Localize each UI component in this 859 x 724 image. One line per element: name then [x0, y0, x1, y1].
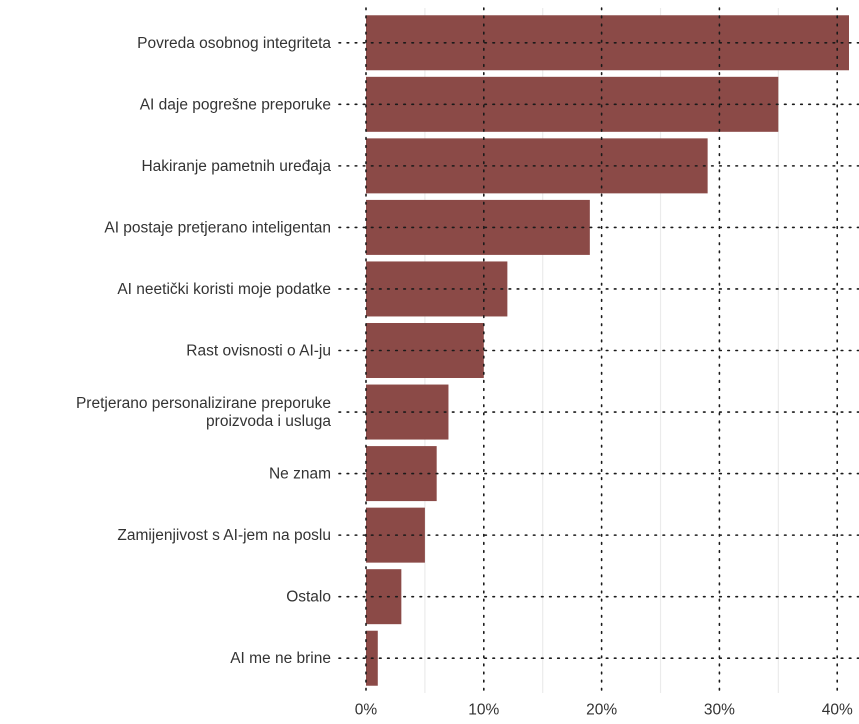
category-label-line: AI daje pogrešne preporuke	[140, 96, 331, 113]
category-label-line: Ne znam	[269, 465, 331, 482]
category-label-line: Povreda osobnog integriteta	[137, 34, 331, 51]
x-tick-label: 0%	[355, 702, 378, 719]
major-gridlines	[338, 7, 859, 694]
category-label-line: Ostalo	[286, 588, 331, 605]
category-label: Pretjerano personalizirane preporuke proi…	[76, 395, 331, 430]
x-tick-label: 10%	[468, 702, 499, 719]
category-label: AI postaje pretjerano inteligentan	[104, 219, 331, 236]
category-label-line: Hakiranje pametnih uređaja	[141, 157, 331, 174]
category-label: Zamijenjivost s AI-jem na poslu	[117, 527, 331, 544]
bar	[366, 76, 779, 132]
category-label-line: Zamijenjivost s AI-jem na poslu	[117, 527, 331, 544]
category-label-line: Pretjerano personalizirane preporuke	[76, 395, 331, 412]
category-label: Hakiranje pametnih uređaja	[141, 157, 331, 174]
category-label: Ostalo	[286, 588, 331, 605]
category-label-line: AI postaje pretjerano inteligentan	[104, 219, 331, 236]
category-label: AI neetički koristi moje podatke	[117, 280, 331, 297]
x-tick-label: 30%	[704, 702, 735, 719]
bar	[366, 138, 708, 194]
bar	[366, 446, 437, 502]
category-label: AI daje pogrešne preporuke	[140, 96, 331, 113]
x-tick-label: 40%	[822, 702, 853, 719]
x-tick-label: 20%	[586, 702, 617, 719]
category-label: AI me ne brine	[230, 650, 331, 667]
category-label-line: Rast ovisnosti o AI-ju	[186, 342, 331, 359]
category-label: Ne znam	[269, 465, 331, 482]
bar	[366, 323, 484, 378]
category-label-line: AI neetički koristi moje podatke	[117, 280, 331, 297]
category-label-line: AI me ne brine	[230, 650, 331, 667]
category-label: Povreda osobnog integriteta	[137, 34, 331, 51]
category-label-line: proizvoda i usluga	[206, 413, 331, 430]
x-tick-labels: 0% 10% 20% 30% 40%	[355, 702, 853, 719]
category-label: Rast ovisnosti o AI-ju	[186, 342, 331, 359]
category-labels: Povreda osobnog integriteta AI daje pogre…	[76, 34, 331, 666]
